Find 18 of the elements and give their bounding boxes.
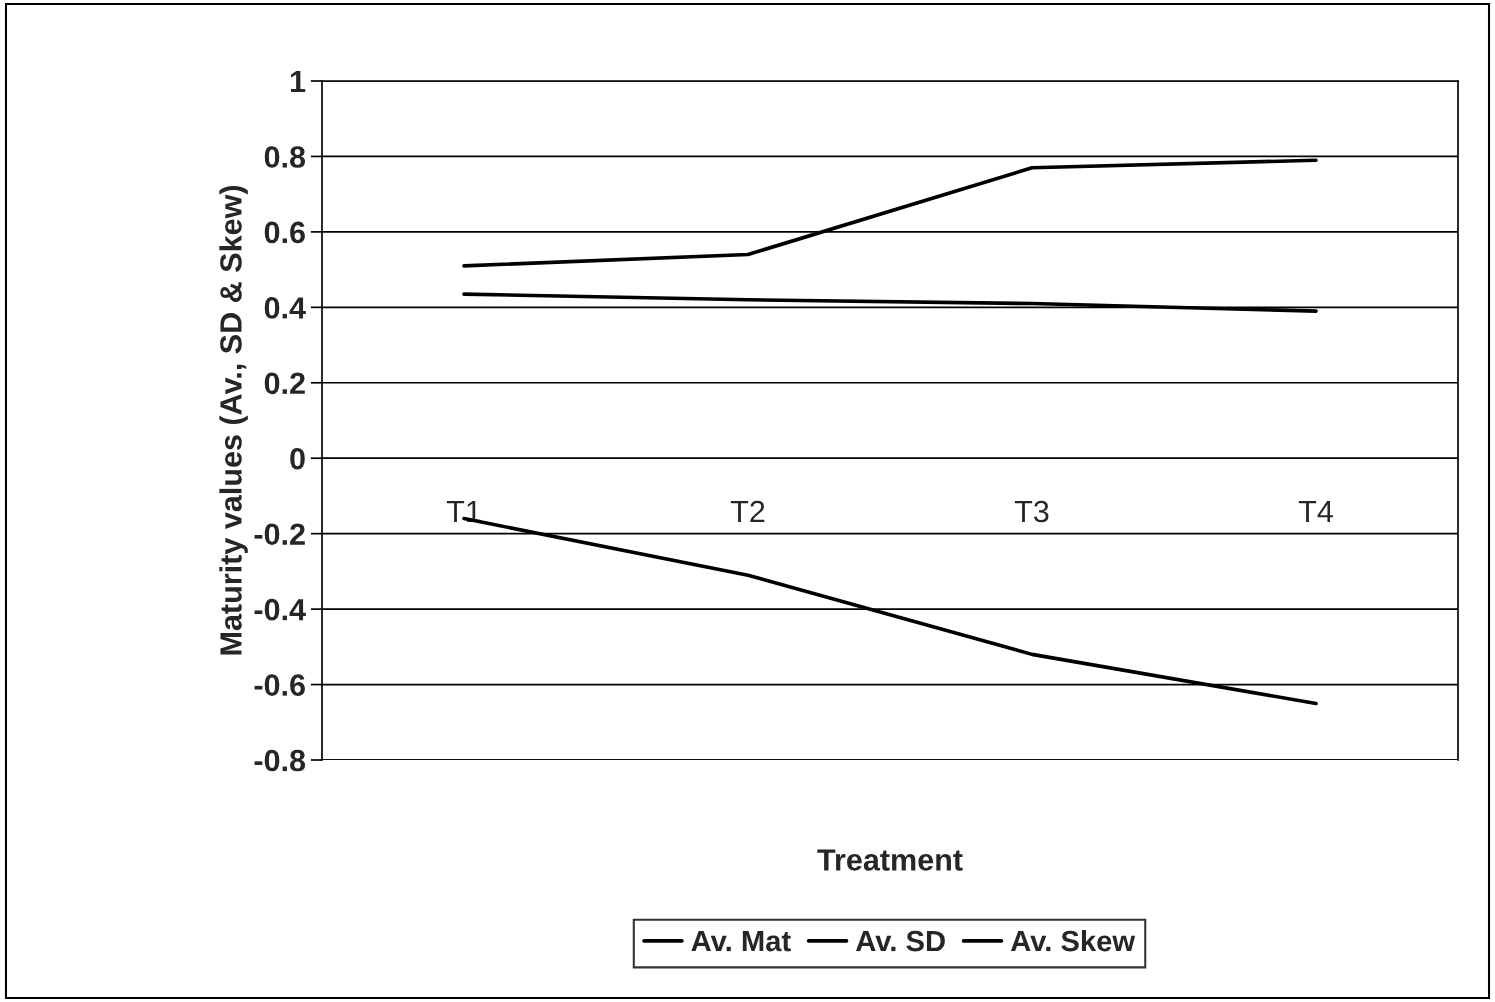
y-tick-label: 0.6 — [264, 221, 305, 244]
y-tick-label: 1 — [290, 71, 306, 93]
x-tick-label: T3 — [1014, 500, 1049, 523]
legend-label: Av. SD — [856, 930, 945, 952]
y-tick-label: -0.8 — [254, 749, 306, 772]
y-tick-label: -0.2 — [254, 523, 305, 546]
y-axis-title: Maturity values (Av., SD & Skew) — [219, 185, 248, 655]
x-axis-title: Treatment — [817, 849, 963, 871]
y-tick-label: 0.8 — [264, 146, 306, 168]
y-tick-label: 0.2 — [264, 372, 305, 395]
x-tick-label: T4 — [1298, 501, 1333, 523]
y-tick-label: -0.6 — [254, 674, 305, 696]
legend-label: Av. Mat — [691, 931, 791, 952]
y-tick-label: -0.4 — [254, 598, 306, 621]
y-tick-label: 0 — [290, 447, 305, 470]
x-tick-label: T2 — [730, 500, 765, 523]
y-tick-label: 0.4 — [264, 297, 306, 319]
legend-label: Av. Skew — [1010, 929, 1136, 952]
